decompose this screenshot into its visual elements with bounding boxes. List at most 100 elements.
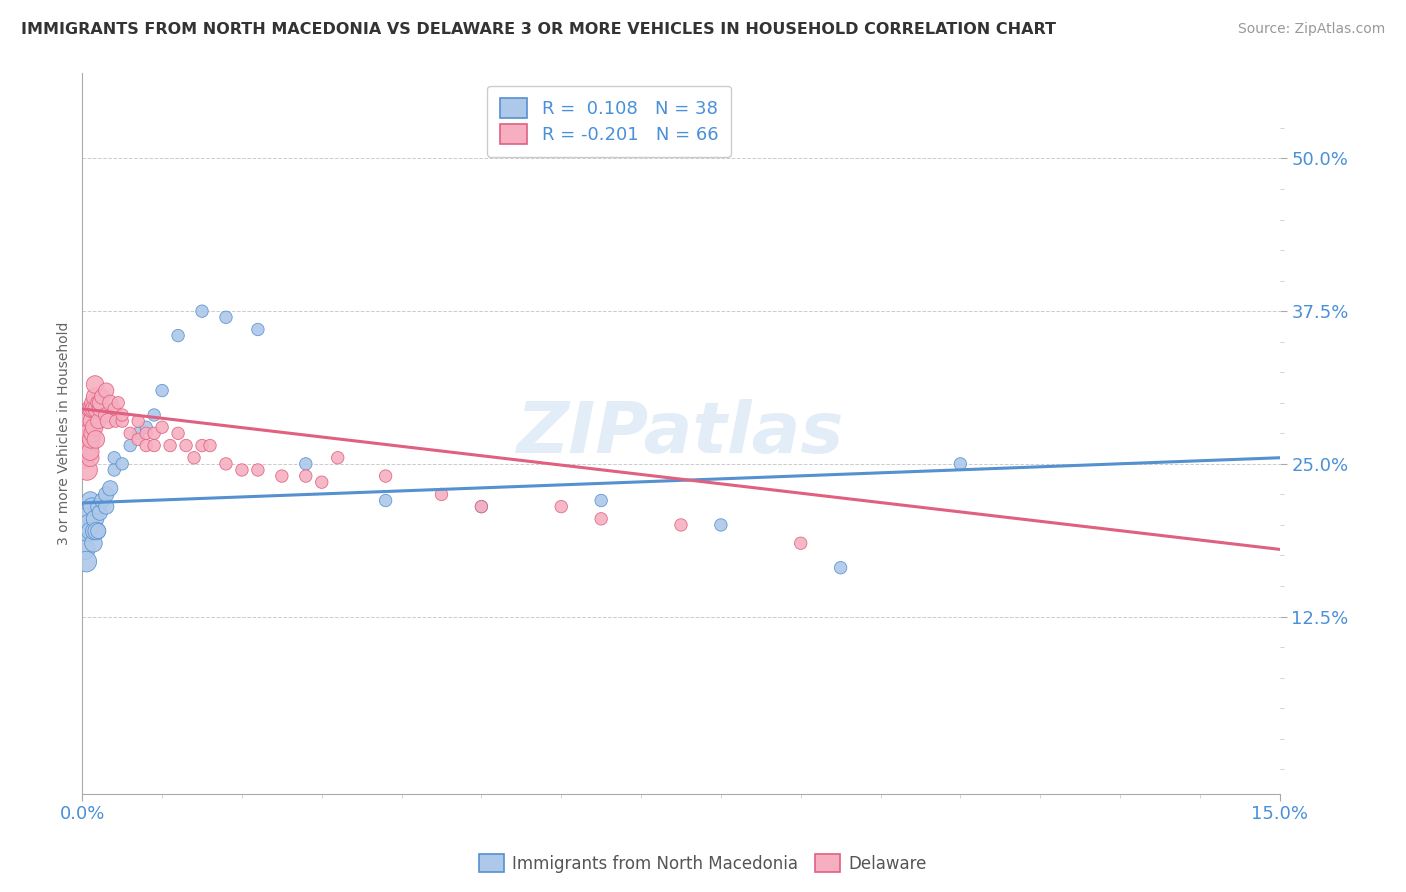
Point xyxy=(73,542,96,557)
Point xyxy=(75,420,97,434)
Point xyxy=(89,396,111,410)
Point xyxy=(79,444,101,458)
Point xyxy=(120,426,142,441)
Point xyxy=(87,396,110,410)
Legend: Immigrants from North Macedonia, Delaware: Immigrants from North Macedonia, Delawar… xyxy=(472,847,934,880)
Point xyxy=(77,438,100,452)
Text: ZIPatlas: ZIPatlas xyxy=(517,399,845,467)
Point xyxy=(96,408,118,422)
Point xyxy=(103,450,125,465)
Point xyxy=(294,457,316,471)
Point xyxy=(470,500,492,514)
Point xyxy=(120,438,142,452)
Point xyxy=(73,450,96,465)
Point xyxy=(150,384,173,398)
Point xyxy=(96,384,118,398)
Point xyxy=(111,414,134,428)
Point xyxy=(82,396,104,410)
Point xyxy=(949,457,972,471)
Point xyxy=(246,463,269,477)
Point xyxy=(87,500,110,514)
Point xyxy=(143,408,166,422)
Point xyxy=(98,481,121,495)
Point xyxy=(150,420,173,434)
Point xyxy=(77,426,100,441)
Point xyxy=(167,328,190,343)
Point xyxy=(82,426,104,441)
Point xyxy=(96,500,118,514)
Point xyxy=(174,438,197,452)
Text: IMMIGRANTS FROM NORTH MACEDONIA VS DELAWARE 3 OR MORE VEHICLES IN HOUSEHOLD CORR: IMMIGRANTS FROM NORTH MACEDONIA VS DELAW… xyxy=(21,22,1056,37)
Point xyxy=(669,517,692,532)
Point xyxy=(215,310,238,325)
Point xyxy=(83,420,105,434)
Point xyxy=(91,390,114,404)
Point xyxy=(311,475,333,490)
Point xyxy=(98,396,121,410)
Point xyxy=(830,560,852,574)
Point xyxy=(77,517,100,532)
Point xyxy=(198,438,221,452)
Legend: R =  0.108   N = 38, R = -0.201   N = 66: R = 0.108 N = 38, R = -0.201 N = 66 xyxy=(488,86,731,157)
Point xyxy=(135,426,157,441)
Point xyxy=(710,517,733,532)
Point xyxy=(103,401,125,416)
Text: Source: ZipAtlas.com: Source: ZipAtlas.com xyxy=(1237,22,1385,37)
Point xyxy=(183,450,205,465)
Point xyxy=(127,426,149,441)
Point xyxy=(73,512,96,526)
Point xyxy=(127,414,149,428)
Point xyxy=(103,463,125,477)
Point xyxy=(76,463,98,477)
Point xyxy=(127,433,149,447)
Point xyxy=(87,524,110,538)
Point xyxy=(231,463,253,477)
Point xyxy=(87,414,110,428)
Point xyxy=(80,433,103,447)
Point xyxy=(89,506,111,520)
Point xyxy=(76,524,98,538)
Point xyxy=(294,469,316,483)
Point xyxy=(89,401,111,416)
Point xyxy=(111,457,134,471)
Point xyxy=(215,457,238,471)
Point xyxy=(79,524,101,538)
Point xyxy=(246,322,269,336)
Point xyxy=(270,469,292,483)
Point xyxy=(86,401,108,416)
Point xyxy=(191,304,214,318)
Point xyxy=(79,450,101,465)
Point xyxy=(84,512,107,526)
Point xyxy=(104,414,127,428)
Point xyxy=(550,500,572,514)
Point xyxy=(86,524,108,538)
Point xyxy=(83,401,105,416)
Point xyxy=(135,438,157,452)
Point xyxy=(97,414,120,428)
Point xyxy=(96,487,118,501)
Point xyxy=(73,438,96,452)
Point xyxy=(75,433,97,447)
Point xyxy=(77,414,100,428)
Y-axis label: 3 or more Vehicles in Household: 3 or more Vehicles in Household xyxy=(58,322,72,545)
Point xyxy=(79,401,101,416)
Point xyxy=(470,500,492,514)
Point xyxy=(789,536,811,550)
Point xyxy=(143,426,166,441)
Point xyxy=(75,555,97,569)
Point xyxy=(143,438,166,452)
Point xyxy=(84,377,107,392)
Point xyxy=(159,438,181,452)
Point xyxy=(76,444,98,458)
Point xyxy=(80,500,103,514)
Point xyxy=(107,396,129,410)
Point xyxy=(91,493,114,508)
Point xyxy=(430,487,453,501)
Point xyxy=(111,408,134,422)
Point xyxy=(326,450,349,465)
Point xyxy=(167,426,190,441)
Point xyxy=(374,493,396,508)
Point xyxy=(191,438,214,452)
Point xyxy=(83,524,105,538)
Point xyxy=(591,512,613,526)
